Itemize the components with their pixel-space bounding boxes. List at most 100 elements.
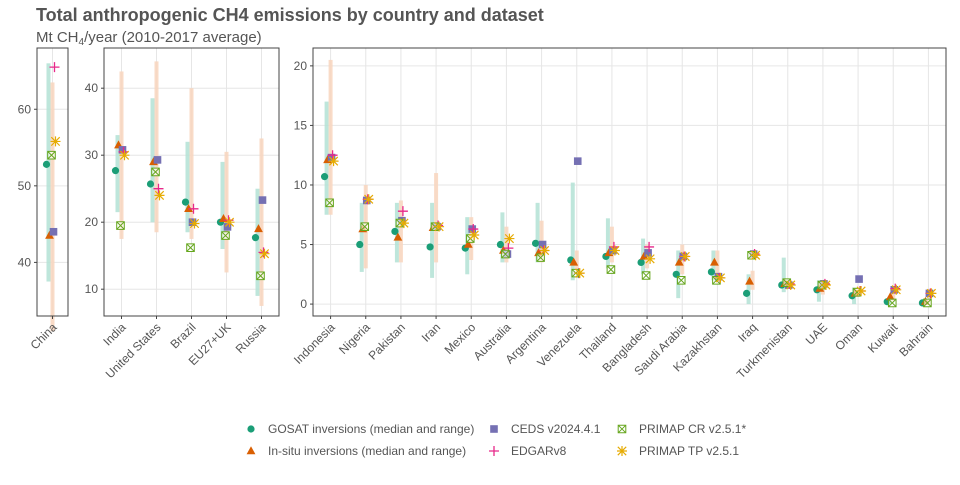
- country-nigeria: [356, 184, 374, 272]
- insitu-median-point: [254, 224, 263, 233]
- gosat-median-point: [42, 160, 51, 168]
- legend-key-ceds: [490, 425, 498, 433]
- gosat-median-point: [637, 258, 645, 266]
- x-tick-label: Iraq: [735, 320, 760, 345]
- legend-label: PRIMAP TP v2.5.1: [639, 444, 739, 458]
- country-russia: [251, 138, 270, 306]
- insitu-median-point: [639, 251, 649, 260]
- x-tick-label: India: [100, 320, 129, 349]
- insitu-range-bar: [750, 270, 755, 290]
- gosat-range-bar: [255, 188, 260, 296]
- primap-cr-point: [360, 222, 370, 231]
- primap-cr-point: [887, 298, 897, 308]
- primap-cr-point: [47, 150, 56, 160]
- insitu-median-point: [45, 230, 54, 239]
- panel-border: [103, 47, 280, 317]
- gosat-range-bar: [535, 202, 540, 263]
- country-bangladesh: [637, 238, 656, 280]
- y-tick-label: 15: [294, 118, 308, 132]
- edgar-point: [644, 241, 655, 252]
- subtitle-suffix: /year (2010-2017 average): [84, 29, 262, 46]
- gosat-range-bar: [359, 202, 364, 272]
- gosat-median-point: [356, 240, 364, 249]
- country-united-states: [146, 61, 165, 233]
- subtitle-subscript: 4: [79, 37, 85, 48]
- ceds-point: [327, 153, 336, 162]
- primap-tp-point: [715, 272, 726, 283]
- country-venezuela: [567, 157, 585, 281]
- x-tick-label: Oman: [832, 320, 865, 353]
- primap-cr-point: [606, 265, 616, 274]
- x-tick-label: UAE: [803, 320, 830, 347]
- primap-tp-point: [189, 218, 200, 229]
- primap-tp-point: [856, 285, 867, 296]
- gosat-range-bar: [570, 182, 575, 281]
- insitu-median-point: [393, 232, 403, 241]
- legend-key-primap-tp: [617, 446, 627, 456]
- primap-tp-point: [785, 280, 796, 291]
- country-oman: [848, 275, 867, 305]
- primap-cr-point: [641, 271, 651, 280]
- ceds-point: [573, 157, 582, 165]
- gosat-range-bar: [115, 135, 120, 213]
- primap-tp-point: [609, 245, 620, 256]
- insitu-range-bar: [434, 173, 439, 263]
- primap-cr-point: [221, 231, 230, 240]
- insitu-range-bar: [154, 61, 159, 233]
- country-mexico: [461, 217, 480, 275]
- gosat-range-bar: [781, 257, 786, 293]
- legend-label: EDGARv8: [511, 444, 567, 458]
- insitu-median-point: [745, 276, 754, 285]
- y-tick-label: 20: [85, 215, 99, 229]
- country-kazakhstan: [707, 250, 726, 285]
- legend-item-primap-cr: PRIMAP CR v2.5.1*: [617, 422, 746, 436]
- x-tick-label: Indonesia: [291, 320, 338, 367]
- primap-tp-point: [154, 190, 165, 201]
- primap-cr-point: [186, 243, 195, 252]
- primap-cr-point: [325, 198, 334, 208]
- legend-item-gosat: GOSAT inversions (median and range): [247, 422, 474, 436]
- gosat-range-bar: [746, 274, 751, 305]
- country-uae: [813, 278, 831, 302]
- insitu-range-bar: [328, 59, 333, 215]
- country-indonesia: [320, 59, 339, 215]
- gosat-range-bar: [605, 218, 610, 269]
- panel-1: 40 50 60 China: [18, 47, 69, 352]
- edgar-point: [188, 203, 199, 214]
- ceds-point: [223, 223, 232, 231]
- primap-cr-point: [501, 249, 510, 259]
- primap-cr-point: [923, 298, 932, 308]
- edgar-point: [153, 183, 164, 194]
- insitu-range-bar: [224, 151, 229, 273]
- ceds-point: [258, 196, 267, 204]
- chart-subtitle: Mt CH4/year (2010-2017 average): [36, 29, 262, 48]
- primap-tp-point: [539, 245, 550, 256]
- insitu-range-bar: [189, 88, 194, 239]
- primap-tp-point: [820, 280, 831, 291]
- y-tick-label: 0: [300, 297, 307, 311]
- country-india: [111, 71, 130, 239]
- y-tick-label: 5: [300, 238, 307, 252]
- primap-cr-point: [536, 253, 545, 262]
- country-turkmenistan: [778, 257, 796, 293]
- primap-tp-point: [574, 268, 585, 279]
- x-tick-label: Bahrain: [896, 320, 935, 359]
- primap-tp-point: [398, 218, 409, 229]
- gosat-median-point: [320, 173, 329, 181]
- subtitle-prefix: Mt CH: [36, 29, 79, 46]
- x-tick-label: Brazil: [167, 320, 198, 351]
- insitu-range-bar: [398, 200, 403, 263]
- primap-tp-point: [645, 253, 656, 264]
- country-china: [42, 62, 61, 332]
- gosat-range-bar: [46, 63, 51, 282]
- legend-label: CEDS v2024.4.1: [511, 422, 601, 436]
- legend-key-primap-cr: [617, 424, 627, 434]
- primap-tp-point: [119, 150, 130, 161]
- gosat-median-point: [426, 243, 434, 251]
- insitu-median-point: [885, 292, 895, 301]
- insitu-range-bar: [574, 250, 579, 275]
- y-tick-label: 20: [294, 59, 308, 73]
